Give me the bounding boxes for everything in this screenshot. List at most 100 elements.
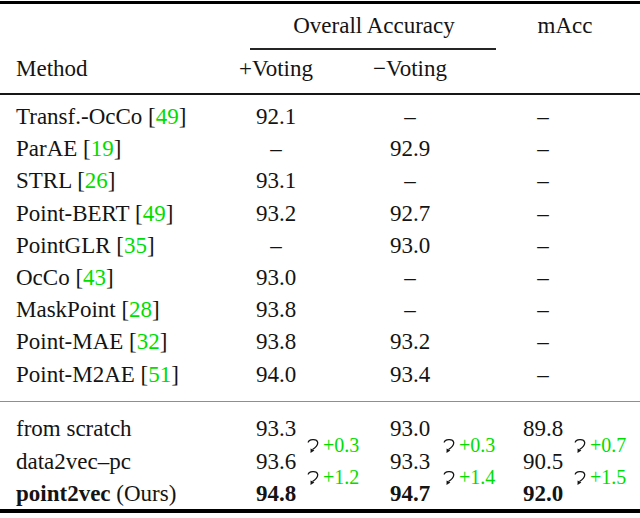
delta-badge: +0.3 <box>442 434 505 457</box>
improvement-arrow-icon <box>574 438 586 454</box>
citation-bracket: [ <box>77 168 85 193</box>
table-row: PointGLR [35] – 93.0 – <box>0 230 640 262</box>
delta-value: +1.5 <box>590 466 626 489</box>
table-bottom-rule <box>0 509 640 513</box>
citation-number[interactable]: 19 <box>91 136 114 161</box>
citation-bracket: ] <box>160 329 168 354</box>
plus-voting-value: 93.3 <box>246 416 306 442</box>
plus-voting-value: 94.0 <box>246 362 306 388</box>
minus-voting-value: – <box>378 168 442 194</box>
method-name: MaskPoint <box>16 297 116 322</box>
method-cell: OcCo [43] <box>0 265 246 291</box>
macc-value: – <box>513 201 573 227</box>
macc-value: – <box>513 136 573 162</box>
ours-comparison-section: from scratch 93.3 93.0 89.8 data2vec–pc … <box>0 402 640 510</box>
method-cell: Point-M2AE [51] <box>0 362 246 388</box>
delta-value: +0.3 <box>323 434 359 457</box>
citation-number[interactable]: 49 <box>156 104 179 129</box>
table-row: Point-BERT [49] 93.2 92.7 – <box>0 198 640 230</box>
method-name: Point-M2AE <box>16 362 135 387</box>
macc-value: – <box>513 362 573 388</box>
method-name: point2vec <box>16 481 111 506</box>
delta-value: +1.2 <box>323 466 359 489</box>
minus-voting-value: 93.0 <box>378 233 442 259</box>
column-header-method: Method <box>16 56 88 82</box>
method-name: PointGLR <box>16 233 111 258</box>
method-cell: MaskPoint [28] <box>0 297 246 323</box>
plus-voting-value: 93.6 <box>246 449 306 475</box>
method-name: Transf.-OcCo <box>16 104 142 129</box>
column-group-overall-accuracy: Overall Accuracy <box>252 13 496 39</box>
citation-number[interactable]: 26 <box>85 168 108 193</box>
improvement-arrow-icon <box>307 470 319 486</box>
method-suffix: (Ours) <box>111 481 177 506</box>
improvement-arrow-icon <box>443 438 455 454</box>
macc-value: – <box>513 104 573 130</box>
method-cell: point2vec (Ours) <box>0 481 246 507</box>
minus-voting-value: – <box>378 297 442 323</box>
citation-number[interactable]: 49 <box>143 201 166 226</box>
citation-bracket: ] <box>171 362 179 387</box>
overall-accuracy-underline-rule <box>250 48 496 50</box>
method-cell: STRL [26] <box>0 168 246 194</box>
citation-number[interactable]: 28 <box>129 297 152 322</box>
delta-badge: +1.4 <box>442 466 505 489</box>
macc-value: 92.0 <box>513 481 573 507</box>
citation-number[interactable]: 51 <box>148 362 171 387</box>
table-row: STRL [26] 93.1 – – <box>0 165 640 197</box>
citation-bracket: ] <box>147 233 155 258</box>
table-header: Overall Accuracy mAcc Method +Voting −Vo… <box>0 4 640 97</box>
plus-voting-value: 93.8 <box>246 329 306 355</box>
citation-bracket: ] <box>106 265 114 290</box>
method-cell: PointGLR [35] <box>0 233 246 259</box>
method-cell: from scratch <box>0 416 246 442</box>
citation-number[interactable]: 43 <box>83 265 106 290</box>
minus-voting-value: 93.4 <box>378 362 442 388</box>
citation-bracket: ] <box>166 201 174 226</box>
method-name: Point-BERT <box>16 201 129 226</box>
plus-voting-value: 93.8 <box>246 297 306 323</box>
macc-value: – <box>513 233 573 259</box>
citation-bracket: [ <box>121 297 129 322</box>
method-cell: Point-MAE [32] <box>0 329 246 355</box>
table-row-ours: point2vec (Ours) 94.8 +1.2 94.7 +1.4 92.… <box>0 478 640 510</box>
macc-value: – <box>513 297 573 323</box>
plus-voting-value: 93.0 <box>246 265 306 291</box>
table-row: ParAE [19] – 92.9 – <box>0 133 640 165</box>
header-bottom-rule <box>0 93 640 95</box>
minus-voting-value: 92.9 <box>378 136 442 162</box>
citation-bracket: [ <box>83 136 91 161</box>
table-row: MaskPoint [28] 93.8 – – <box>0 294 640 326</box>
macc-value: 90.5 <box>513 449 573 475</box>
baseline-methods-section: Transf.-OcCo [49] 92.1 – – ParAE [19] – … <box>0 97 640 391</box>
method-cell: ParAE [19] <box>0 136 246 162</box>
delta-badge: +1.5 <box>573 466 640 489</box>
method-name: ParAE <box>16 136 77 161</box>
citation-bracket: ] <box>152 297 160 322</box>
delta-badge: +0.7 <box>573 434 640 457</box>
column-header-plus-voting: +Voting <box>216 56 336 82</box>
macc-value: 89.8 <box>513 416 573 442</box>
citation-number[interactable]: 32 <box>137 329 160 354</box>
method-cell: data2vec–pc <box>0 449 246 475</box>
column-header-macc: mAcc <box>515 13 615 39</box>
minus-voting-value: – <box>378 265 442 291</box>
minus-voting-value: 94.7 <box>378 481 442 507</box>
macc-value: – <box>513 265 573 291</box>
citation-bracket: [ <box>135 201 143 226</box>
method-cell: Transf.-OcCo [49] <box>0 104 246 130</box>
minus-voting-value: 92.7 <box>378 201 442 227</box>
table-row: OcCo [43] 93.0 – – <box>0 262 640 294</box>
plus-voting-value: 94.8 <box>246 481 306 507</box>
citation-bracket: ] <box>114 136 122 161</box>
citation-bracket: [ <box>129 329 137 354</box>
delta-value: +0.7 <box>590 434 626 457</box>
plus-voting-value: 92.1 <box>246 104 306 130</box>
citation-bracket: [ <box>148 104 156 129</box>
citation-number[interactable]: 35 <box>124 233 147 258</box>
minus-voting-value: 93.3 <box>378 449 442 475</box>
method-cell: Point-BERT [49] <box>0 201 246 227</box>
improvement-arrow-icon <box>307 438 319 454</box>
minus-voting-value: 93.0 <box>378 416 442 442</box>
plus-voting-value: 93.1 <box>246 168 306 194</box>
